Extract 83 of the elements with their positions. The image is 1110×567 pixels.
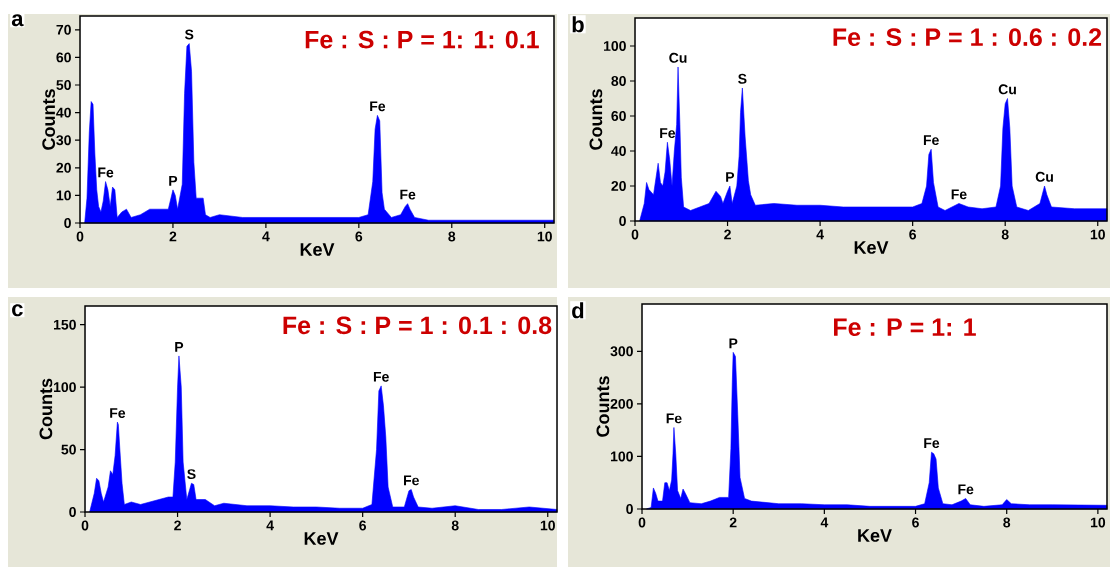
y-tick-label: 100 [54, 382, 76, 393]
y-tick-label: 50 [61, 444, 76, 455]
y-tick-label: 10 [56, 190, 71, 201]
annotation: P [726, 172, 735, 182]
annotation: Fe [923, 135, 939, 146]
x-tick-label: 10 [537, 231, 552, 242]
x-axis-title: KeV [858, 529, 892, 542]
text: c [12, 304, 23, 317]
annotation: Fe [660, 128, 676, 139]
x-tick-label: 2 [169, 231, 177, 242]
x-tick-label: 0 [76, 231, 84, 242]
annotation: S [187, 469, 196, 480]
x-tick-label: 4 [262, 231, 270, 242]
y-axis-title: Counts [39, 378, 53, 440]
x-axis-title: KeV [304, 532, 339, 545]
annotation: S [184, 29, 194, 40]
annotation: Cu [998, 84, 1016, 95]
y-tick-label: 20 [56, 162, 71, 173]
y-tick-label: 100 [610, 451, 633, 462]
y-tick-label: 30 [56, 135, 71, 146]
y-tick-label: 200 [610, 398, 633, 409]
x-tick-label: 6 [359, 520, 367, 531]
y-tick-label: 20 [611, 181, 626, 191]
x-tick-label: 6 [909, 229, 917, 240]
annotation: Fe [951, 189, 967, 200]
x-tick-label: 10 [1090, 517, 1106, 528]
y-tick-label: 40 [611, 146, 626, 156]
text: b [572, 16, 584, 33]
annotation: P [729, 338, 738, 349]
annotation: Fe [110, 408, 126, 418]
annotation: Fe [666, 413, 682, 424]
annotation: Fe [958, 484, 974, 495]
x-tick-label: 4 [820, 517, 829, 528]
x-tick-label: 10 [540, 520, 555, 531]
annotation: Fe [373, 371, 389, 382]
annotation: Fe [370, 101, 386, 112]
y-axis-title: Counts [589, 89, 603, 150]
y-tick-label: 0 [64, 218, 71, 228]
chart-title: Fe : S : P = 1 : 0.1 : 0.8 [283, 316, 552, 335]
annotation: Fe [98, 167, 114, 178]
y-tick-label: 50 [56, 80, 71, 90]
text: a [11, 14, 24, 27]
x-tick-label: 0 [81, 520, 89, 531]
y-axis-title: Counts [596, 376, 610, 437]
chart-title: Fe : S : P = 1 : 0.6 : 0.2 [833, 28, 1102, 47]
y-tick-label: 70 [56, 24, 71, 35]
x-tick-label: 6 [355, 231, 363, 242]
annotation: S [738, 73, 747, 84]
y-tick-label: 100 [603, 41, 626, 51]
annotation: Cu [669, 52, 687, 63]
x-tick-label: 4 [816, 229, 824, 240]
annotation: Fe [400, 189, 416, 200]
x-axis-title: KeV [854, 241, 889, 254]
x-tick-label: 10 [1090, 229, 1105, 240]
x-tick-label: 8 [448, 231, 456, 242]
y-tick-label: 150 [54, 319, 76, 330]
chart-title: Fe : P = 1: 1 [834, 318, 976, 336]
x-tick-label: 0 [638, 517, 646, 528]
x-tick-label: 8 [1001, 229, 1009, 240]
x-tick-label: 2 [724, 229, 731, 240]
annotation: Cu [1035, 171, 1053, 182]
annotation: P [169, 176, 178, 186]
x-tick-label: 6 [912, 517, 919, 528]
y-tick-label: 80 [611, 76, 626, 86]
y-tick-label: 300 [610, 346, 633, 357]
annotation: Fe [404, 475, 419, 486]
x-tick-label: 2 [729, 517, 737, 528]
y-tick-label: 60 [611, 111, 626, 121]
x-tick-label: 4 [266, 520, 274, 531]
x-tick-label: 8 [1003, 517, 1011, 528]
y-tick-label: 40 [56, 107, 71, 118]
x-tick-label: 8 [451, 520, 459, 531]
y-tick-label: 0 [619, 216, 626, 226]
y-axis-title: Counts [42, 89, 56, 150]
annotation: Fe [924, 438, 940, 449]
y-tick-label: 0 [626, 504, 633, 514]
y-tick-label: 60 [56, 52, 71, 63]
annotation: P [175, 342, 184, 352]
y-tick-label: 0 [69, 507, 76, 517]
x-tick-label: 2 [174, 520, 181, 531]
chart-title: Fe : S : P = 1: 1: 0.1 [305, 30, 539, 49]
x-axis-title: KeV [300, 243, 335, 256]
text: d [572, 302, 584, 319]
